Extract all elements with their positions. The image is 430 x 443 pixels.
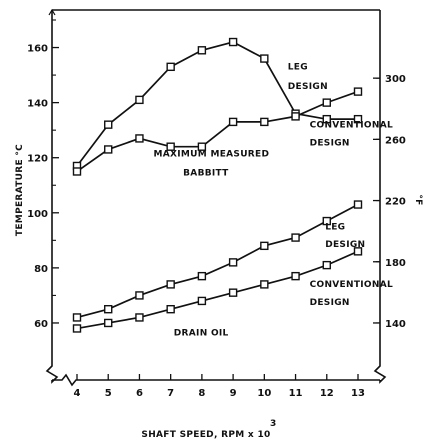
data-point [322,114,331,124]
data-point [135,95,144,105]
annotation-label: DRAIN OIL [174,328,229,338]
series-line [76,250,359,330]
data-point [197,46,207,55]
annotation-label: CONVENTIONAL [310,120,393,130]
y-tick-label-right: 220 [385,197,406,208]
y-axis-title-right: °F [413,194,423,205]
y-tick-label-left: 80 [34,264,48,275]
data-point [166,304,175,314]
x-tick-label: 8 [198,388,205,399]
y-tick-label-right: 300 [385,74,406,85]
y-tick-label-left: 100 [27,209,48,220]
y-axis-title-left: TEMPERATURE °C [15,144,25,236]
series-line [76,203,359,319]
data-point [166,280,175,289]
data-point [322,260,331,270]
data-point [197,296,207,306]
axis-corner-mark [48,8,56,16]
data-point [197,142,207,151]
y-tick-label-left: 120 [27,154,48,165]
data-point [291,233,300,242]
data-point [353,87,363,96]
bottom-axis-line [52,373,380,387]
right-axis-line [373,10,387,384]
data-point [353,247,363,256]
annotation-label: DESIGN [310,138,350,148]
annotation-label: BABBITT [183,169,229,179]
data-point [104,145,113,154]
data-point [322,216,331,226]
annotation-label: MAXIMUM MEASURED [153,149,269,159]
annotation-label: DESIGN [310,298,350,308]
y-tick-label-left: 160 [27,44,48,55]
x-tick-label: 11 [289,388,303,399]
data-point [104,318,113,328]
x-tick-label: 7 [167,388,174,399]
annotation-label: DESIGN [288,82,328,92]
y-tick-label-right: 180 [385,258,406,269]
data-point [166,142,175,151]
data-point [228,288,238,297]
x-tick-label: 10 [257,388,271,399]
y-tick-label-left: 60 [34,319,48,330]
data-point [135,313,144,322]
y-tick-label-left: 140 [27,99,48,110]
data-point [228,117,238,127]
data-point [72,324,82,333]
x-tick-label: 4 [74,388,81,399]
data-point [291,112,300,121]
series-line [76,41,358,167]
y-tick-label-right: 260 [385,135,406,146]
data-point [260,241,269,251]
x-axis-title-exponent: 3 [270,419,277,429]
x-tick-label: 6 [136,388,143,399]
data-point [72,313,82,322]
annotation-label: CONVENTIONAL [310,280,393,290]
x-axis-title: SHAFT SPEED, RPM x 10 [141,430,270,440]
data-point [104,304,113,314]
x-tick-label: 9 [230,388,237,399]
data-point [166,62,175,72]
data-point [353,114,363,124]
data-point [353,200,363,209]
data-point [260,54,269,63]
data-point [322,98,331,107]
x-tick-label: 5 [105,388,112,399]
data-point [72,167,82,176]
data-point [135,134,144,143]
series-line [76,90,359,173]
data-point [260,280,269,289]
annotation-label: LEG [325,222,345,232]
left-axis-line [45,10,59,384]
data-point [228,37,238,47]
data-point [104,120,113,129]
x-tick-label: 12 [320,388,334,399]
data-point [291,271,300,281]
data-point [260,117,269,127]
annotation-label: LEG [288,63,308,73]
data-point [135,291,144,300]
annotation-label: DESIGN [325,240,365,250]
data-point [197,271,207,281]
y-tick-label-right: 140 [385,319,406,330]
x-tick-label: 13 [351,388,365,399]
data-point [228,258,238,267]
